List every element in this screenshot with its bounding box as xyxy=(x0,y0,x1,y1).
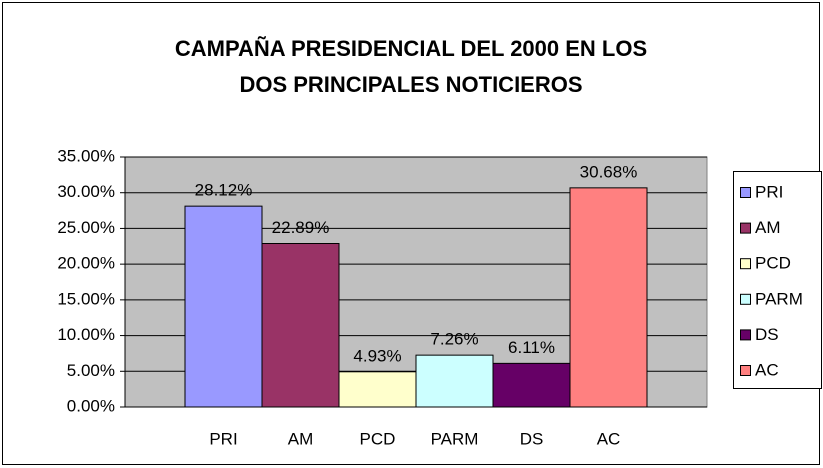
legend-swatch xyxy=(740,187,751,198)
chart-title: DOS PRINCIPALES NOTICIEROS xyxy=(239,72,582,97)
y-tick-label: 35.00% xyxy=(57,146,115,165)
data-label: 28.12% xyxy=(195,181,253,200)
bar xyxy=(492,362,571,408)
bar xyxy=(338,371,417,408)
x-tick-label: PRI xyxy=(209,429,237,448)
legend-label: DS xyxy=(755,325,779,344)
x-tick-label: DS xyxy=(520,429,544,448)
legend-label: PARM xyxy=(755,289,803,308)
data-label: 30.68% xyxy=(580,162,638,181)
y-tick-label: 5.00% xyxy=(67,361,115,380)
bar xyxy=(184,205,263,408)
legend-swatch xyxy=(740,329,751,341)
y-tick-label: 25.00% xyxy=(57,218,115,237)
x-tick-label: PARM xyxy=(431,429,479,448)
legend-label: PRI xyxy=(755,182,783,201)
data-label: 22.89% xyxy=(272,218,330,237)
y-tick-label: 20.00% xyxy=(57,254,115,273)
y-tick-label: 0.00% xyxy=(67,396,115,415)
x-tick-label: AM xyxy=(288,429,314,448)
legend-swatch xyxy=(740,365,751,376)
data-label: 6.11% xyxy=(508,338,555,357)
x-tick-label: AC xyxy=(597,429,621,448)
legend-label: PCD xyxy=(755,254,791,273)
legend-swatch xyxy=(740,222,751,234)
y-tick-label: 10.00% xyxy=(57,325,115,344)
data-label: 4.93% xyxy=(353,346,401,365)
y-tick-label: 15.00% xyxy=(57,289,115,308)
legend-label: AM xyxy=(755,218,781,237)
y-tick-label: 30.00% xyxy=(57,182,115,201)
data-label: 7.26% xyxy=(430,330,478,349)
bar xyxy=(261,243,340,408)
legend-label: AC xyxy=(755,360,779,379)
legend-box xyxy=(733,171,822,389)
chart-title: CAMPAÑA PRESIDENCIAL DEL 2000 EN LOS xyxy=(175,36,647,61)
x-tick-label: PCD xyxy=(360,429,396,448)
bar xyxy=(415,354,494,408)
legend-swatch xyxy=(740,293,751,305)
legend-swatch xyxy=(740,258,751,270)
bar xyxy=(569,187,648,408)
